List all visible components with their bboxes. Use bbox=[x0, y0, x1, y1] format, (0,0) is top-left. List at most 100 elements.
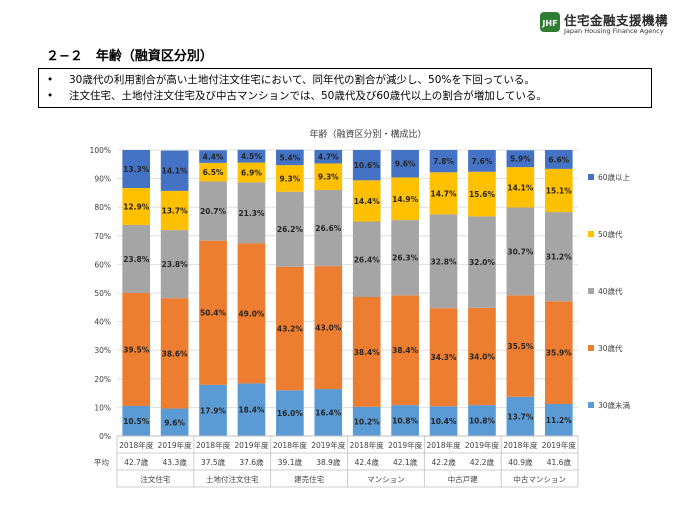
x-tick-label: 2019年度 bbox=[158, 440, 193, 450]
legend-swatch bbox=[588, 345, 594, 351]
legend-label: 30歳代 bbox=[598, 343, 623, 353]
note-item: • 30歳代の利用割合が高い土地付注文住宅において、同年代の割合が減少し、50%を… bbox=[47, 72, 651, 88]
data-label: 14.9% bbox=[392, 195, 419, 204]
bar-segment bbox=[237, 383, 266, 436]
data-label: 23.8% bbox=[162, 260, 189, 269]
bar-segment bbox=[314, 163, 343, 191]
data-label: 5.4% bbox=[279, 153, 300, 162]
y-tick-label: 60% bbox=[94, 260, 111, 269]
group-label: 土地付注文住宅 bbox=[206, 474, 259, 484]
data-label: 38.4% bbox=[392, 346, 419, 355]
bar-segment bbox=[276, 390, 304, 436]
bar-segment bbox=[122, 293, 151, 406]
bar-segment bbox=[544, 301, 573, 404]
average-age-label: 42.1歳 bbox=[393, 457, 418, 467]
x-tick-label: 2018年度 bbox=[119, 440, 154, 450]
average-age-label: 42.2歳 bbox=[470, 457, 495, 467]
data-label: 35.5% bbox=[507, 342, 534, 351]
summary-box: • 30歳代の利用割合が高い土地付注文住宅において、同年代の割合が減少し、50%を… bbox=[38, 68, 652, 108]
y-tick-label: 20% bbox=[94, 375, 111, 384]
bar-segment bbox=[506, 150, 535, 168]
bar-segment bbox=[544, 403, 573, 436]
bar-segment bbox=[544, 168, 573, 213]
bar-segment bbox=[352, 221, 381, 298]
data-label: 43.2% bbox=[277, 324, 304, 333]
bar-segment bbox=[352, 180, 381, 222]
bar-segment bbox=[468, 405, 496, 436]
bar-segment bbox=[506, 167, 535, 208]
data-label: 13.7% bbox=[162, 206, 189, 215]
bar-segment bbox=[237, 182, 266, 244]
average-age-label: 43.3歳 bbox=[163, 457, 188, 467]
data-label: 26.4% bbox=[354, 255, 381, 264]
data-label: 30.7% bbox=[507, 247, 534, 256]
data-label: 50.4% bbox=[200, 309, 227, 318]
data-label: 14.4% bbox=[354, 197, 381, 206]
group-label: マンション bbox=[367, 475, 405, 484]
bar-segment bbox=[314, 190, 343, 267]
bar-segment bbox=[429, 150, 458, 173]
data-label: 7.6% bbox=[472, 157, 493, 166]
legend-label: 50歳代 bbox=[598, 229, 623, 239]
bar-segment bbox=[276, 191, 304, 267]
data-label: 10.4% bbox=[431, 417, 458, 426]
bar-segment bbox=[506, 207, 535, 296]
bar-segment bbox=[199, 181, 227, 241]
data-label: 13.3% bbox=[123, 165, 150, 174]
y-tick-label: 80% bbox=[94, 203, 111, 212]
bar-segment bbox=[391, 177, 419, 221]
y-tick-label: 10% bbox=[94, 403, 111, 412]
y-tick-label: 90% bbox=[94, 175, 111, 184]
section-title: ２−２ 年齢（融資区分別） bbox=[46, 49, 213, 64]
data-label: 14.1% bbox=[507, 183, 534, 192]
bullet: • bbox=[47, 90, 54, 102]
x-tick-label: 2019年度 bbox=[465, 440, 500, 450]
y-tick-label: 0% bbox=[99, 432, 111, 441]
y-tick-label: 50% bbox=[94, 289, 111, 298]
bar-segment bbox=[199, 240, 227, 385]
data-label: 10.5% bbox=[123, 417, 150, 426]
data-label: 9.3% bbox=[318, 173, 339, 182]
bar-segment bbox=[199, 162, 227, 182]
bar-segment bbox=[544, 150, 573, 169]
x-tick-label: 2018年度 bbox=[273, 440, 308, 450]
data-label: 38.4% bbox=[354, 348, 381, 357]
bar-segment bbox=[429, 214, 458, 309]
bar-segment bbox=[391, 220, 419, 296]
data-label: 10.8% bbox=[392, 417, 419, 426]
data-label: 9.3% bbox=[279, 174, 300, 183]
y-tick-label: 100% bbox=[90, 146, 111, 155]
average-age-label: 37.6歳 bbox=[239, 457, 264, 467]
bar-segment bbox=[429, 172, 458, 215]
bar-segment bbox=[276, 149, 304, 166]
bar-segment bbox=[237, 243, 266, 384]
bar-segment bbox=[506, 295, 535, 397]
legend-swatch bbox=[588, 231, 594, 237]
logo-english-name: Japan Housing Finance Agency bbox=[564, 27, 664, 35]
data-label: 4.4% bbox=[203, 153, 224, 162]
bar-segment bbox=[544, 212, 573, 302]
chart-title: 年齢（融資区分別・構成比） bbox=[309, 128, 426, 140]
x-tick-label: 2018年度 bbox=[196, 440, 231, 450]
bar-segment bbox=[122, 405, 151, 436]
group-label: 注文住宅 bbox=[140, 474, 170, 484]
average-age-label: 42.4歳 bbox=[355, 457, 380, 467]
data-label: 34.3% bbox=[431, 353, 458, 362]
bar-segment bbox=[391, 295, 419, 406]
bar-segment bbox=[276, 266, 304, 391]
bar-segment bbox=[391, 150, 419, 178]
note-text: 30歳代の利用割合が高い土地付注文住宅において、同年代の割合が減少し、50%を下… bbox=[69, 74, 535, 86]
data-label: 13.7% bbox=[507, 412, 534, 421]
x-tick-label: 2019年度 bbox=[388, 440, 423, 450]
bar-segment bbox=[468, 150, 496, 172]
data-label: 35.9% bbox=[546, 349, 573, 358]
data-label: 16.4% bbox=[315, 409, 342, 418]
bar-segment bbox=[199, 150, 227, 163]
bar-segment bbox=[468, 171, 496, 217]
bar-segment bbox=[237, 162, 266, 183]
x-tick-label: 2019年度 bbox=[234, 440, 269, 450]
bar-segment bbox=[160, 190, 189, 231]
bar-segment bbox=[237, 149, 266, 163]
data-label: 38.6% bbox=[162, 349, 189, 358]
data-label: 26.3% bbox=[392, 254, 419, 263]
